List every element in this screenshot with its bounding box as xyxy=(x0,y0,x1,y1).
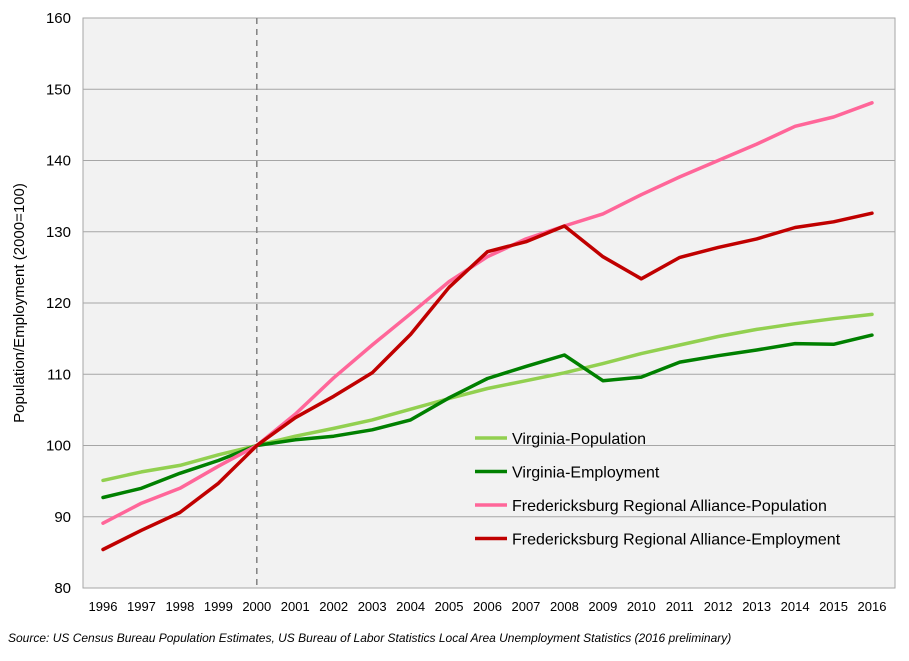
series-line-4 xyxy=(101,211,874,552)
y-tick-label: 110 xyxy=(47,366,71,383)
series-line-3 xyxy=(101,101,874,525)
x-tick-label: 2012 xyxy=(704,599,733,614)
x-tick-label: 1996 xyxy=(89,599,118,614)
x-tick-label: 2009 xyxy=(588,599,617,614)
legend-label: Fredericksburg Regional Alliance-Populat… xyxy=(512,498,827,515)
legend: Virginia-Population Virginia-Employment Fr… xyxy=(475,431,841,549)
x-tick-label: 2005 xyxy=(435,599,464,614)
x-tick-label: 2015 xyxy=(819,599,848,614)
x-tick-label: 2000 xyxy=(242,599,271,614)
y-tick-label: 120 xyxy=(46,295,71,312)
x-tick-label: 2011 xyxy=(666,599,694,614)
y-tick-label: 160 xyxy=(46,10,71,27)
x-tick-label: 2002 xyxy=(319,599,348,614)
x-tick-label: 2004 xyxy=(396,599,425,614)
x-tick-label: 2014 xyxy=(781,599,810,614)
y-tick-label: 140 xyxy=(46,153,71,170)
x-tick-label: 2006 xyxy=(473,599,502,614)
x-tick-label: 1997 xyxy=(127,599,156,614)
x-tick-label: 1998 xyxy=(165,599,194,614)
x-tick-label: 2008 xyxy=(550,599,579,614)
plot-border xyxy=(82,17,896,589)
x-tick-label: 2010 xyxy=(627,599,656,614)
x-tick-label: 2007 xyxy=(511,599,540,614)
y-tick-label: 100 xyxy=(46,438,71,455)
gridlines xyxy=(82,17,896,589)
y-tick-label: 150 xyxy=(46,81,71,98)
x-tick-label: 2016 xyxy=(858,599,887,614)
x-axis-ticks: 1996 1997 1998 1999 2000 2001 2002 2003 2004 2005… xyxy=(89,599,887,614)
x-tick-label: 2003 xyxy=(358,599,387,614)
series-lines xyxy=(101,101,874,552)
x-tick-label: 2001 xyxy=(281,599,310,614)
source-note: Source: US Census Bureau Population Esti… xyxy=(8,631,732,645)
legend-label: Virginia-Employment xyxy=(512,465,660,482)
series-line-2 xyxy=(101,333,874,500)
y-axis-label: Population/Employment (2000=100) xyxy=(11,183,28,423)
y-tick-label: 80 xyxy=(54,580,71,597)
y-tick-label: 130 xyxy=(46,224,71,241)
x-tick-label: 1999 xyxy=(204,599,233,614)
legend-label: Fredericksburg Regional Alliance-Employm… xyxy=(512,532,841,549)
x-tick-label: 2013 xyxy=(742,599,771,614)
series-line-1 xyxy=(101,312,874,483)
legend-label: Virginia-Population xyxy=(512,431,646,448)
y-axis-ticks: 80 90 100 110 120 130 140 150 160 xyxy=(46,10,71,597)
y-tick-label: 90 xyxy=(54,509,71,526)
